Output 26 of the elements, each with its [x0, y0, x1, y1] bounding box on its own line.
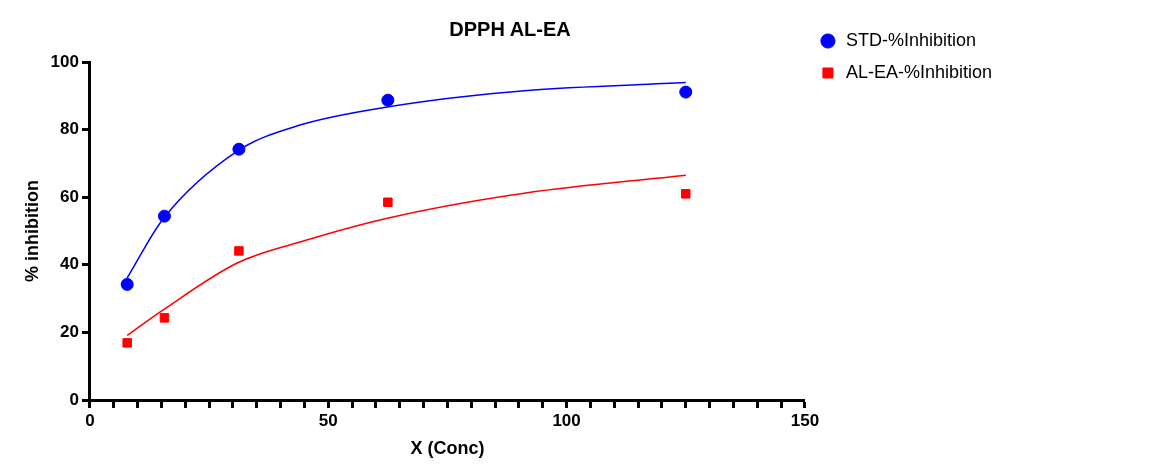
point	[234, 246, 244, 256]
point	[120, 277, 134, 291]
point	[157, 209, 171, 223]
y-tick-label: 60	[60, 186, 79, 206]
x-axis-title: X (Conc)	[410, 438, 485, 459]
y-tick-label: 20	[60, 322, 79, 342]
point	[383, 197, 393, 208]
x-tick-label: 150	[790, 410, 820, 430]
x-tick-label: 0	[85, 410, 95, 430]
point	[679, 85, 693, 99]
point	[232, 142, 246, 156]
line-series	[126, 174, 687, 337]
point	[381, 93, 395, 107]
y-tick-label: 0	[69, 389, 79, 409]
y-axis-title: % inhibition	[21, 180, 42, 282]
y-tick-label: 100	[50, 51, 79, 71]
legend-label: STD-%Inhibition	[845, 29, 976, 50]
y-tick-label: 40	[60, 254, 79, 274]
x-tick-label: 50	[318, 410, 338, 430]
point	[681, 189, 691, 199]
chart-title: DPPH AL-EA	[449, 17, 571, 40]
point	[122, 338, 132, 348]
y-tick-label: 80	[60, 119, 79, 139]
legend-label: AL-EA-%Inhibition	[845, 61, 992, 82]
point	[159, 313, 170, 323]
x-tick-label: 100	[552, 410, 581, 430]
